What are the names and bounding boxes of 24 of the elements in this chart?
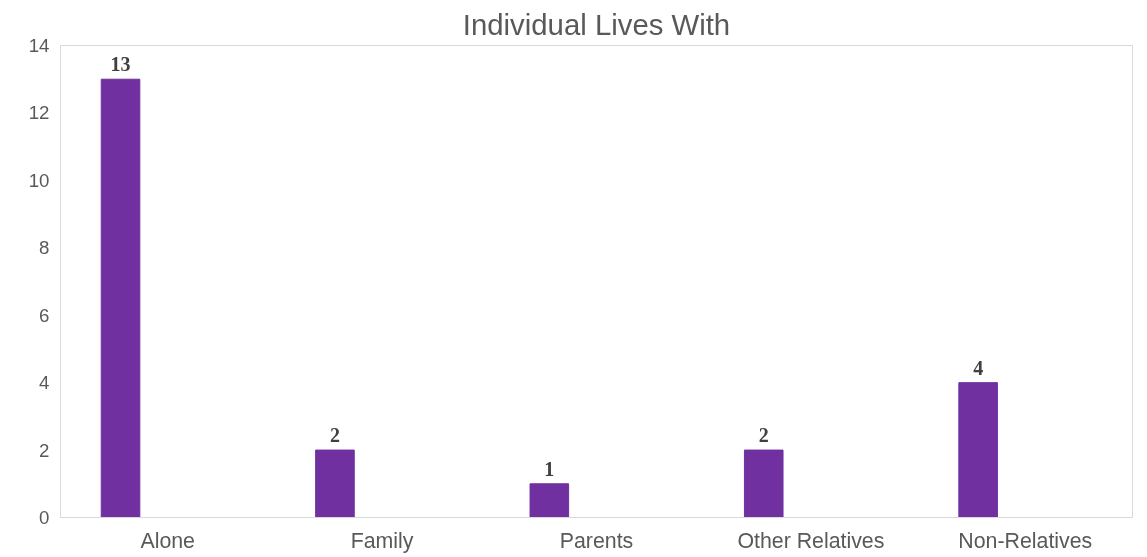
y-tick-label: 4	[39, 372, 50, 394]
bar	[529, 483, 570, 518]
data-label: 4	[973, 356, 984, 379]
bar	[315, 449, 355, 518]
bar	[100, 78, 141, 518]
x-tick-label: Parents	[559, 528, 634, 553]
data-label: 1	[544, 457, 555, 480]
y-tick-label: 8	[39, 237, 50, 259]
y-tick-label: 6	[39, 304, 50, 326]
x-tick-label: Family	[350, 528, 414, 553]
y-tick-label: 2	[39, 439, 50, 461]
y-tick-label: 10	[28, 169, 50, 191]
bar	[958, 382, 998, 518]
x-tick-label: Alone	[140, 528, 195, 553]
data-label: 2	[329, 424, 340, 447]
data-label: 13	[110, 53, 131, 76]
chart-title: Individual Lives With	[462, 7, 731, 41]
y-tick-label: 12	[28, 102, 50, 124]
data-label: 2	[758, 424, 769, 447]
y-tick-label: 0	[39, 507, 50, 528]
bar	[743, 449, 784, 518]
x-tick-label: Other Relatives	[737, 528, 885, 553]
x-tick-label: Non-Relatives	[958, 528, 1093, 553]
y-tick-label: 14	[28, 35, 50, 56]
